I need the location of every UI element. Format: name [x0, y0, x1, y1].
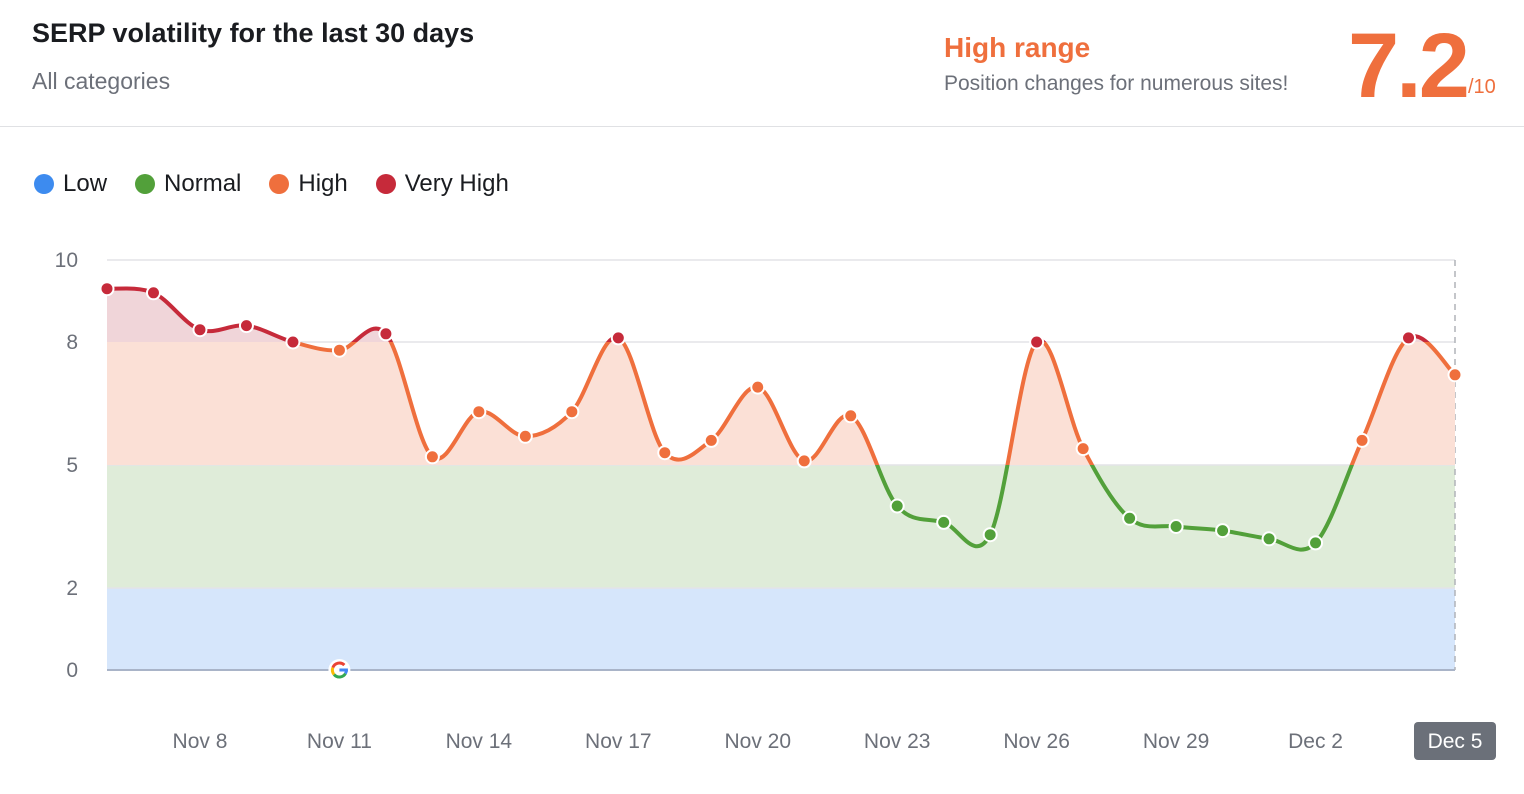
data-point[interactable] — [1447, 367, 1463, 383]
data-point[interactable] — [1075, 441, 1091, 457]
x-tick-label: Dec 5 — [1428, 730, 1483, 753]
x-tick-label: Nov 26 — [1003, 730, 1070, 753]
legend-label: Very High — [404, 170, 509, 197]
data-point[interactable] — [517, 428, 533, 444]
legend-very-high[interactable]: Very High — [375, 170, 509, 198]
page-title: SERP volatility for the last 30 days — [32, 18, 475, 48]
legend-dot — [375, 174, 396, 194]
category-subtitle: All categories — [32, 68, 171, 94]
data-point[interactable] — [1401, 330, 1417, 346]
score-max: /10 — [1468, 76, 1496, 98]
data-point[interactable] — [936, 514, 952, 530]
legend: Low Normal High Very High — [34, 170, 509, 198]
data-point[interactable] — [471, 404, 487, 420]
data-point[interactable] — [703, 432, 719, 448]
legend-dot — [135, 174, 156, 194]
data-point[interactable] — [285, 334, 301, 350]
y-tick-label: 8 — [66, 331, 78, 354]
legend-label: Low — [63, 170, 108, 197]
x-tick-label: Nov 8 — [173, 730, 228, 753]
data-point[interactable] — [843, 408, 859, 424]
data-point[interactable] — [1029, 334, 1045, 350]
x-tick-label: Nov 14 — [446, 730, 513, 753]
x-tick-label: Nov 23 — [864, 730, 931, 753]
legend-dot — [269, 174, 290, 194]
divider — [0, 126, 1524, 127]
data-point[interactable] — [657, 445, 673, 461]
band-normal — [107, 465, 1455, 588]
data-point[interactable] — [1261, 531, 1277, 547]
volatility-line-very-high — [106, 286, 1430, 342]
legend-label: Normal — [164, 170, 242, 197]
x-tick-label: Dec 2 — [1288, 730, 1343, 753]
area-very-high — [107, 288, 1427, 342]
data-point[interactable] — [610, 330, 626, 346]
data-point[interactable] — [424, 449, 440, 465]
legend-low[interactable]: Low — [34, 170, 107, 198]
data-point[interactable] — [192, 322, 208, 338]
data-point[interactable] — [1215, 523, 1231, 539]
data-point[interactable] — [889, 498, 905, 514]
x-tick-label: Nov 29 — [1143, 730, 1210, 753]
data-point[interactable] — [564, 404, 580, 420]
data-point[interactable] — [99, 281, 115, 297]
legend-dot — [34, 174, 54, 194]
data-point[interactable] — [145, 285, 161, 301]
data-point[interactable] — [750, 379, 766, 395]
area-high — [107, 342, 1455, 465]
legend-label: High — [298, 170, 348, 197]
y-tick-label: 10 — [55, 249, 78, 272]
selected-date-badge[interactable] — [1414, 722, 1496, 760]
data-point[interactable] — [1354, 432, 1370, 448]
legend-normal[interactable]: Normal — [135, 170, 241, 198]
x-tick-label: Nov 11 — [307, 730, 372, 753]
x-tick-label: Nov 17 — [585, 730, 652, 753]
x-tick-label: Nov 20 — [724, 730, 791, 753]
legend-high[interactable]: High — [269, 170, 348, 198]
y-tick-label: 5 — [66, 454, 78, 477]
band-low — [107, 588, 1455, 670]
range-label: High range — [944, 32, 1091, 63]
data-point[interactable] — [238, 318, 254, 334]
google-icon[interactable] — [328, 659, 351, 681]
volatility-score: 7.2 — [1348, 15, 1470, 117]
data-point[interactable] — [331, 342, 347, 358]
data-point[interactable] — [1168, 519, 1184, 534]
data-point[interactable] — [796, 453, 812, 469]
range-description: Position changes for numerous sites! — [944, 72, 1289, 95]
data-point[interactable] — [982, 527, 998, 543]
data-point[interactable] — [378, 326, 394, 342]
data-point[interactable] — [1122, 510, 1138, 526]
y-tick-label: 2 — [66, 577, 78, 600]
data-point[interactable] — [1308, 535, 1324, 551]
y-tick-label: 0 — [66, 659, 78, 682]
